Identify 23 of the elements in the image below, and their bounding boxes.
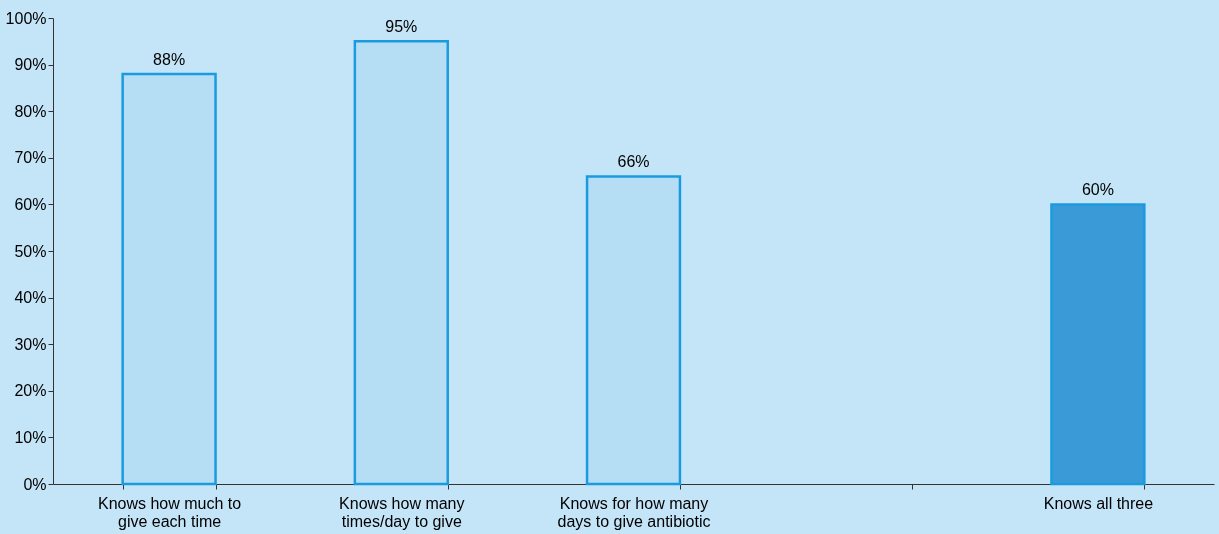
- y-tick-label: 0%: [23, 475, 47, 493]
- y-tick-label: 40%: [14, 289, 47, 307]
- y-tick-label: 100%: [5, 9, 47, 27]
- data-label: 95%: [385, 18, 418, 36]
- x-tick-label: Knows how many times/day to give: [339, 494, 465, 530]
- y-tick-label: 50%: [14, 242, 47, 260]
- x-tick-label: Knows for how many days to give antibiotic: [557, 494, 711, 530]
- y-tick-label: 30%: [14, 335, 47, 353]
- bar: [121, 72, 217, 486]
- y-tick-label: 60%: [14, 195, 47, 213]
- data-label: 88%: [153, 50, 186, 68]
- y-tick-label: 80%: [14, 102, 47, 120]
- x-tick-label: Knows how much to give each time: [98, 494, 242, 530]
- bar: [585, 175, 682, 486]
- data-label: 66%: [617, 153, 650, 171]
- y-tick-label: 70%: [14, 149, 47, 167]
- x-tick-label: Knows all three: [1043, 494, 1154, 512]
- y-tick-label: 90%: [14, 56, 47, 74]
- y-tick-label: 10%: [14, 428, 47, 446]
- data-label: 60%: [1081, 181, 1114, 199]
- bar: [353, 40, 449, 486]
- bar: [1050, 203, 1146, 486]
- y-tick-label: 20%: [14, 382, 47, 400]
